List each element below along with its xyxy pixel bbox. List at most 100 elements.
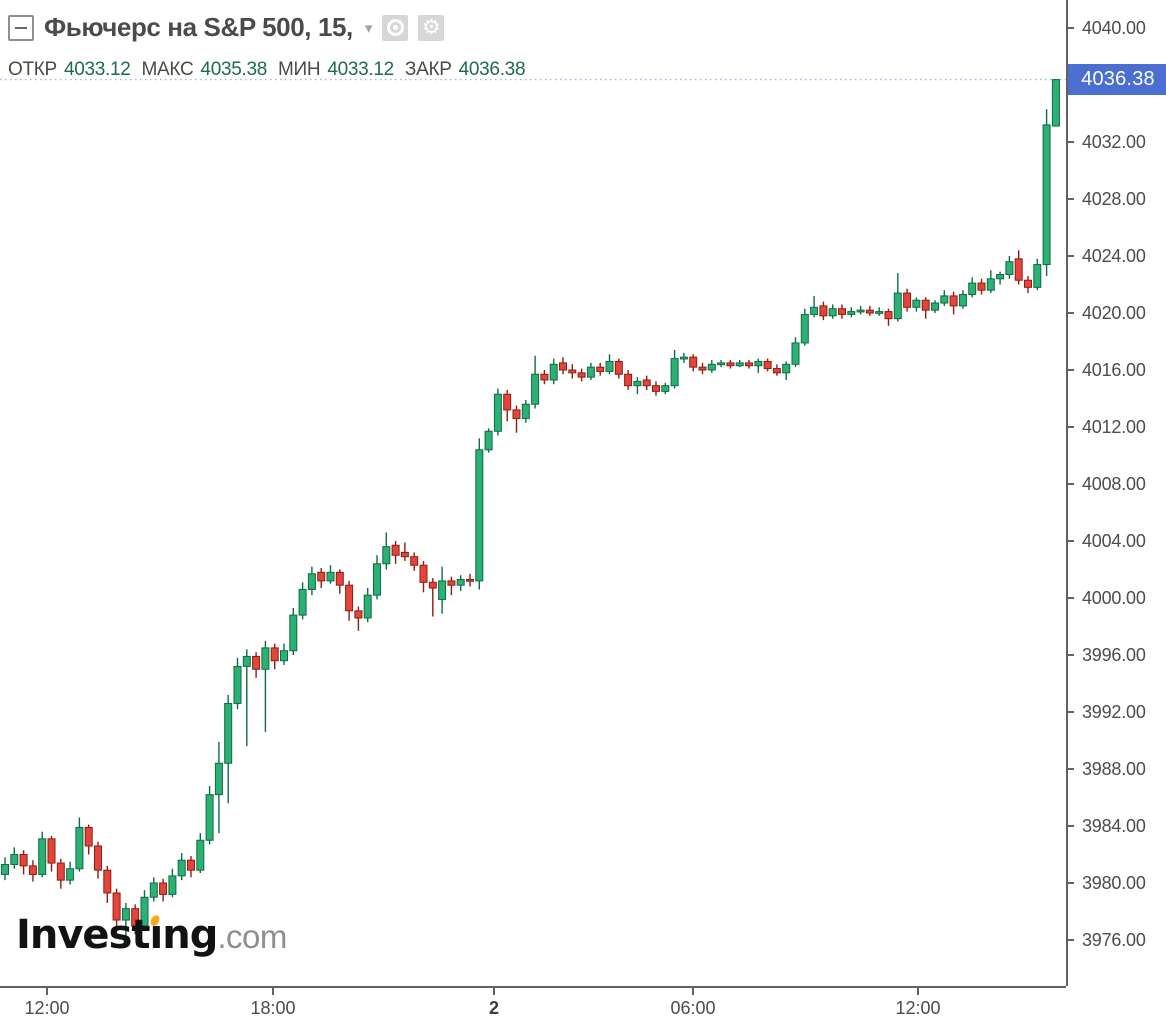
- candle-up: [493, 393, 502, 432]
- candle-down: [838, 308, 846, 315]
- candle-up: [521, 403, 530, 419]
- candle-down: [466, 578, 474, 582]
- ohlc-close-label: ЗАКР: [404, 59, 452, 80]
- snapshot-button[interactable]: [382, 14, 409, 41]
- price-axis-label: 3992.00: [1082, 702, 1146, 722]
- candle-up: [996, 274, 1005, 280]
- candle-up: [549, 363, 558, 381]
- ohlc-low-label: МИН: [278, 59, 321, 80]
- price-axis-label: 4032.00: [1082, 132, 1146, 152]
- candle-up: [847, 311, 856, 315]
- gear-icon: ⚙: [422, 15, 441, 39]
- candle-down: [540, 373, 549, 381]
- price-tick-mark: [1068, 426, 1074, 428]
- price-axis-label: 4004.00: [1082, 531, 1146, 551]
- ohlc-high: МАКС 4035.38: [142, 59, 268, 81]
- candle-up: [679, 356, 688, 360]
- candle-up: [149, 882, 158, 898]
- candle-down: [559, 362, 567, 371]
- candle-down: [84, 826, 93, 847]
- price-axis-label: 3976.00: [1082, 930, 1146, 950]
- candle-down: [763, 360, 772, 370]
- candle-up: [121, 908, 130, 921]
- candle-down: [726, 362, 735, 367]
- time-axis-label: 2: [488, 998, 500, 1018]
- candlestick-plot-area[interactable]: Фьючерс на S&P 500, 15, ▾ ⚙ ОТКР 4033.12…: [0, 0, 1066, 986]
- time-tick-mark: [493, 988, 495, 995]
- candle-down: [354, 610, 363, 619]
- symbol-title[interactable]: Фьючерс на S&P 500, 15,: [44, 12, 353, 42]
- ohlc-low: МИН 4033.12: [278, 59, 394, 81]
- time-tick-mark: [46, 988, 48, 995]
- candle-up: [298, 588, 307, 616]
- candle-down: [317, 571, 326, 582]
- price-tick-mark: [1068, 825, 1074, 827]
- candle-up: [168, 875, 177, 895]
- candle-up: [242, 655, 251, 667]
- price-axis-label: 4028.00: [1082, 189, 1146, 209]
- candle-down: [419, 564, 428, 583]
- price-axis-label: 3980.00: [1082, 873, 1146, 893]
- settings-button[interactable]: ⚙: [418, 14, 445, 41]
- time-axis-label: 12:00: [24, 998, 70, 1018]
- candle-down: [19, 854, 28, 867]
- candle-up: [280, 650, 288, 662]
- ohlc-close: ЗАКР 4036.38: [404, 59, 526, 81]
- time-tick-mark: [272, 988, 274, 995]
- brand-wordmark: Investı ng: [16, 912, 218, 958]
- candle-up: [791, 342, 800, 365]
- candle-down: [187, 859, 195, 871]
- candle-up: [810, 306, 819, 315]
- price-axis-label: 4008.00: [1082, 474, 1146, 494]
- candle-down: [503, 393, 512, 411]
- candle-down: [1014, 258, 1023, 281]
- candle-down: [447, 580, 456, 586]
- candle-down: [428, 581, 437, 589]
- collapse-panel-button[interactable]: [8, 14, 34, 41]
- candle-up: [363, 594, 372, 619]
- candle-up: [782, 363, 791, 374]
- candle-up: [875, 311, 884, 314]
- ohlc-open-value: 4033.12: [63, 59, 131, 80]
- candle-up: [670, 358, 679, 387]
- candle-down: [112, 892, 121, 921]
- candle-down: [345, 584, 354, 612]
- candle-up: [205, 794, 214, 841]
- candle-up: [307, 573, 316, 590]
- price-axis-label: 4020.00: [1082, 303, 1146, 323]
- chevron-down-icon[interactable]: ▾: [364, 19, 373, 37]
- candle-up: [968, 282, 977, 295]
- price-axis[interactable]: 4036.38 4040.00 4032.00 4028.00 4024.00 4020…: [1066, 0, 1166, 986]
- candle-down: [614, 360, 623, 375]
- candle-up: [531, 373, 540, 405]
- candle-down: [512, 409, 521, 419]
- price-axis-label: 3984.00: [1082, 816, 1146, 836]
- candle-up: [224, 702, 233, 764]
- candle-up: [735, 362, 744, 367]
- price-axis-label: 3996.00: [1082, 645, 1146, 665]
- candle-down: [56, 862, 65, 881]
- candle-down: [745, 362, 753, 367]
- candle-up: [1005, 261, 1014, 276]
- candle-up: [958, 293, 967, 307]
- candle-up: [233, 665, 242, 704]
- candle-up: [661, 385, 670, 392]
- candle-down: [698, 366, 707, 371]
- price-axis-label: 4016.00: [1082, 360, 1146, 380]
- price-tick-mark: [1068, 711, 1074, 713]
- candle-up: [326, 571, 335, 582]
- candle-down: [884, 311, 893, 320]
- price-axis-label: 4040.00: [1082, 18, 1146, 38]
- candle-down: [28, 865, 37, 875]
- time-tick-mark: [692, 988, 694, 995]
- candle-up: [1033, 264, 1042, 288]
- time-axis-label: 18:00: [250, 998, 296, 1018]
- candle-down: [977, 282, 986, 291]
- candle-up: [633, 380, 642, 387]
- time-axis[interactable]: 12:00 18:00 2 06:00 12:00: [0, 986, 1066, 1024]
- candle-up: [707, 363, 716, 371]
- ohlc-legend: ОТКР 4033.12 МАКС 4035.38 МИН 4033.12 ЗА…: [8, 59, 526, 81]
- price-tick-mark: [1068, 939, 1074, 941]
- price-tick-mark: [1068, 654, 1074, 656]
- candle-down: [577, 372, 586, 378]
